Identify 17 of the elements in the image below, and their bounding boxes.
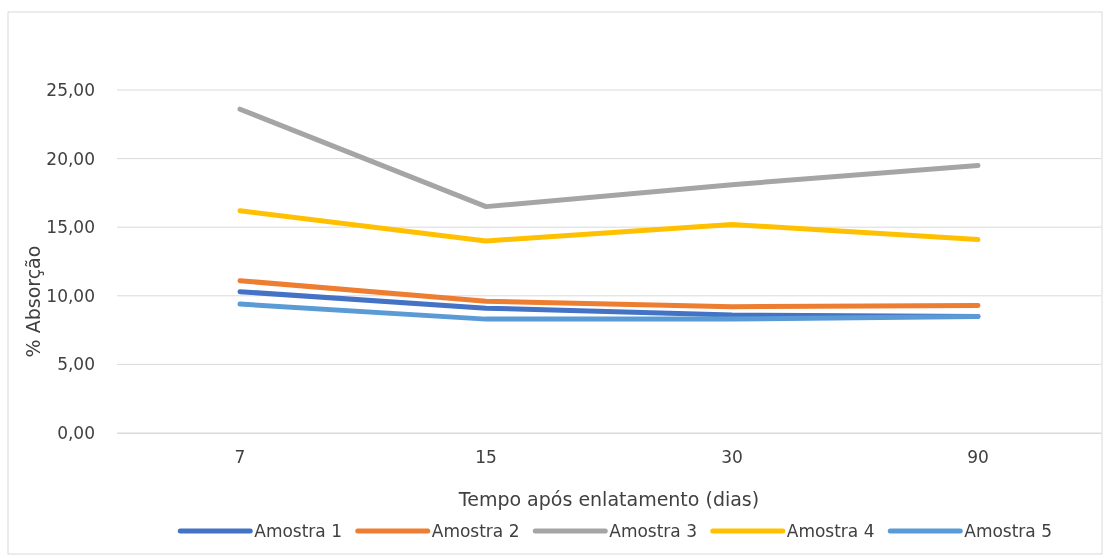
y-tick-label: 20,00	[46, 148, 95, 169]
legend-label: Amostra 4	[786, 521, 875, 541]
legend-label: Amostra 3	[609, 521, 697, 541]
y-tick-label: 25,00	[46, 79, 95, 100]
x-tick-label: 7	[234, 447, 246, 468]
legend-label: Amostra 1	[254, 521, 342, 541]
x-tick-label: 15	[475, 447, 497, 468]
y-tick-label: 10,00	[46, 285, 95, 306]
legend-label: Amostra 5	[964, 521, 1052, 541]
y-tick-label: 5,00	[57, 354, 95, 375]
y-tick-label: 15,00	[46, 217, 95, 238]
x-axis-title: Tempo após enlatamento (dias)	[457, 488, 760, 510]
y-axis-title: % Absorção	[22, 245, 44, 358]
legend-label: Amostra 2	[431, 521, 520, 541]
x-tick-label: 90	[967, 447, 989, 468]
y-tick-label: 0,00	[57, 422, 95, 443]
x-tick-label: 30	[721, 447, 743, 468]
